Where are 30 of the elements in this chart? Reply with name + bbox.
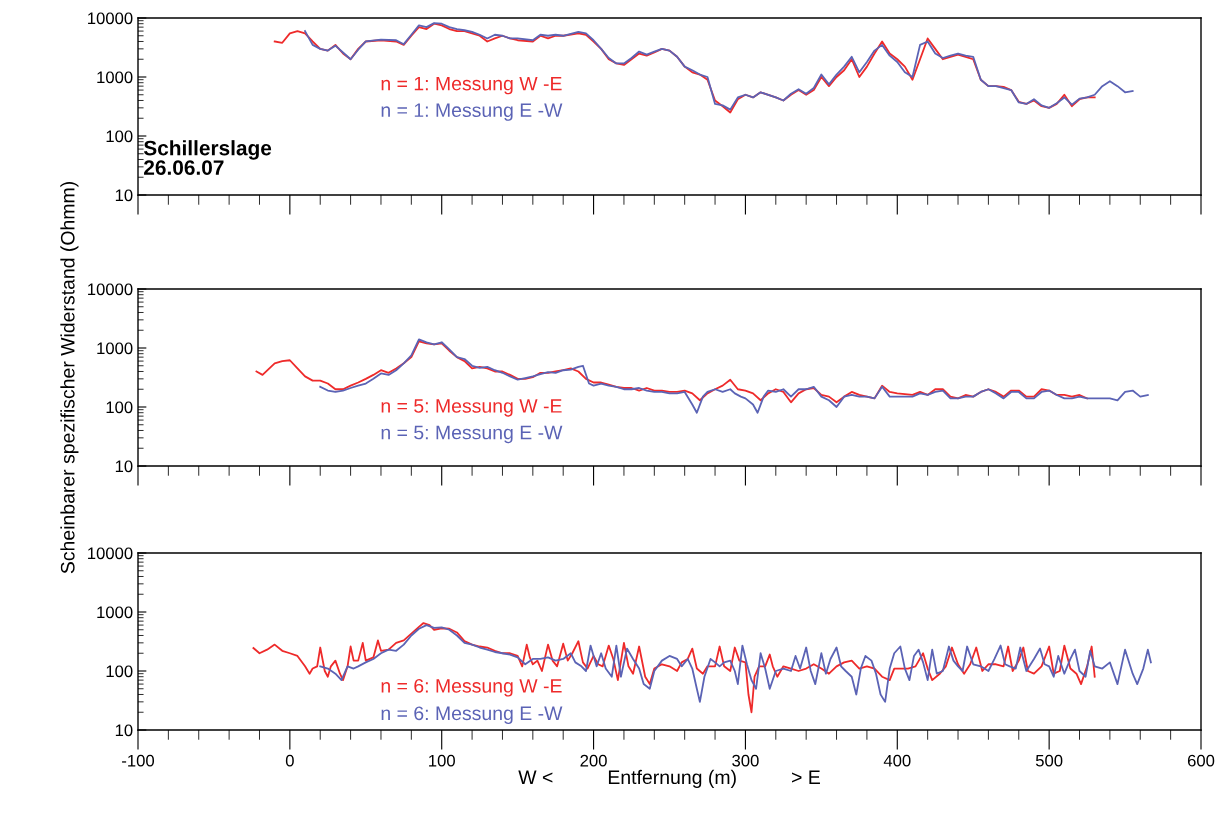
y-tick-label: 10 — [115, 189, 133, 202]
y-tick-label: 10 — [115, 724, 133, 737]
y-tick-label: 10 — [115, 460, 133, 473]
x-tick-label: 600 — [1187, 754, 1215, 767]
x-axis-title: W < Entfernung (m) > E — [518, 769, 820, 788]
x-tick-label: -100 — [122, 754, 155, 767]
y-tick-label: 1000 — [97, 606, 133, 619]
y-tick-label: 10000 — [88, 547, 133, 560]
x-tick-label: 100 — [429, 754, 455, 767]
y-tick-label: 100 — [106, 130, 133, 143]
y-tick-label: 10000 — [88, 283, 133, 296]
line-series — [319, 624, 1152, 703]
text: n = 1: Messung E -W — [381, 103, 563, 121]
annotation: Schillerslage 26.06.07 — [143, 140, 272, 175]
x-tick-label: 300 — [732, 754, 759, 767]
y-tick-label: 100 — [106, 401, 133, 414]
x-tick-label: 0 — [285, 754, 294, 767]
y-tick-label: 100 — [106, 665, 133, 678]
x-tick-label: 200 — [580, 754, 607, 767]
x-tick-label: 500 — [1035, 754, 1063, 767]
y-tick-label: 10000 — [88, 12, 133, 25]
series-label: n = 6: Messung W -E — [381, 678, 562, 697]
y-axis-title: Scheinbarer spezifischer Widerstand (Ohmm) — [60, 182, 79, 574]
y-tick-label: 1000 — [97, 71, 133, 84]
y-tick-label: 1000 — [97, 342, 133, 355]
x-tick-label: 400 — [883, 754, 911, 767]
text: n = 6: Messung E -W — [381, 706, 563, 725]
text: n = 5: Messung E -W — [381, 425, 563, 444]
series-label: n = 1: Messung W -E — [381, 76, 562, 95]
series-label: n = 5: Messung W -E — [381, 399, 562, 417]
